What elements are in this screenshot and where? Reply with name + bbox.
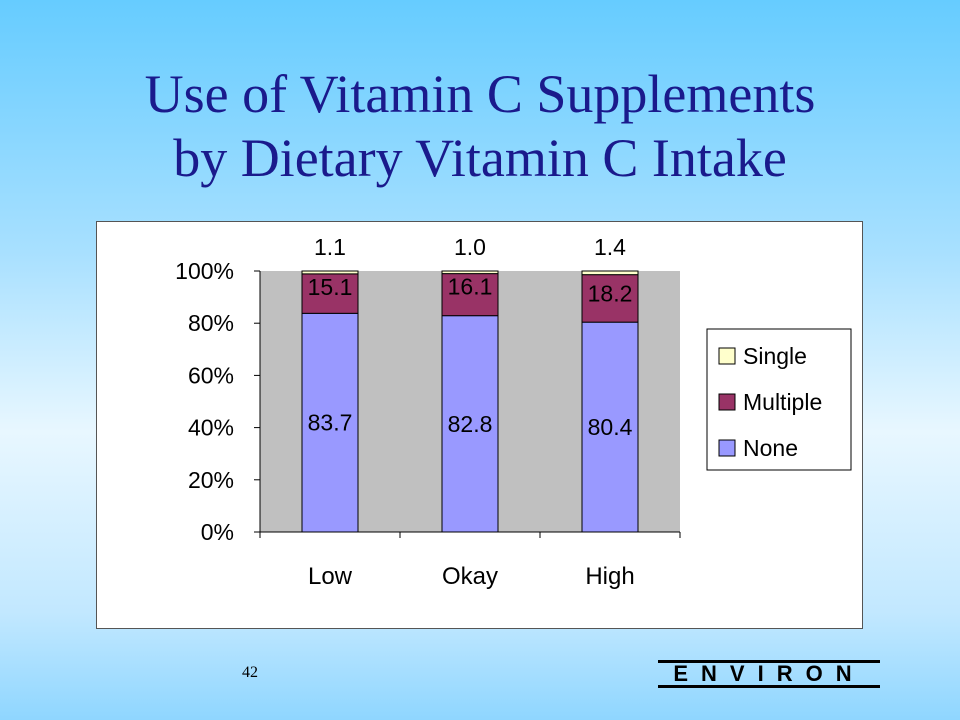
slide-title: Use of Vitamin C Supplements by Dietary … <box>0 62 960 190</box>
legend-label-none: None <box>743 435 798 461</box>
bar-none-low <box>301 312 359 533</box>
y-tick-label: 40% <box>188 415 234 441</box>
chart-panel: 0% 20% 40% 60% 80% 100% Low Okay High 83.7 15.1 1.1… <box>96 221 863 629</box>
data-label-multiple-high: 18.2 <box>588 281 633 307</box>
x-tick-label: High <box>585 563 634 590</box>
page-number: 42 <box>242 664 258 681</box>
x-tick-label: Low <box>308 563 353 590</box>
slide-title-line-2: by Dietary Vitamin C Intake <box>173 128 787 188</box>
data-label-multiple-okay: 16.1 <box>448 274 493 300</box>
legend-swatch-none <box>718 439 736 457</box>
legend-label-multiple: Multiple <box>743 389 822 415</box>
legend-label-single: Single <box>743 343 807 369</box>
y-tick-label: 60% <box>188 362 234 388</box>
data-label-single-high: 1.4 <box>594 234 626 260</box>
data-label-multiple-low: 15.1 <box>308 274 353 300</box>
bar-multiple-high <box>581 274 639 323</box>
bar-multiple-okay <box>441 273 499 317</box>
data-label-single-low: 1.1 <box>314 234 346 260</box>
logo-text: ENVIRON <box>673 661 864 686</box>
data-label-none-high: 80.4 <box>588 414 633 440</box>
y-tick-label: 100% <box>175 258 234 284</box>
data-label-none-okay: 82.8 <box>448 411 493 437</box>
x-tick-label: Okay <box>442 563 498 590</box>
legend-swatch-single <box>718 347 736 365</box>
y-tick-label: 80% <box>188 310 234 336</box>
bar-none-okay <box>441 315 499 533</box>
bar-single-okay <box>441 270 499 275</box>
legend-swatch-multiple <box>718 393 736 411</box>
data-label-none-low: 83.7 <box>308 410 353 436</box>
environ-logo: ENVIRON <box>658 660 880 688</box>
bar-single-high <box>581 270 639 276</box>
bar-none-high <box>581 321 639 533</box>
bar-single-low <box>301 270 359 275</box>
chart: 0% 20% 40% 60% 80% 100% Low Okay High 83.7 15.1 1.1… <box>175 234 852 590</box>
y-tick-label: 0% <box>201 519 234 545</box>
y-tick-label: 20% <box>188 467 234 493</box>
slide-title-line-1: Use of Vitamin C Supplements <box>144 64 816 124</box>
data-label-single-okay: 1.0 <box>454 234 486 260</box>
